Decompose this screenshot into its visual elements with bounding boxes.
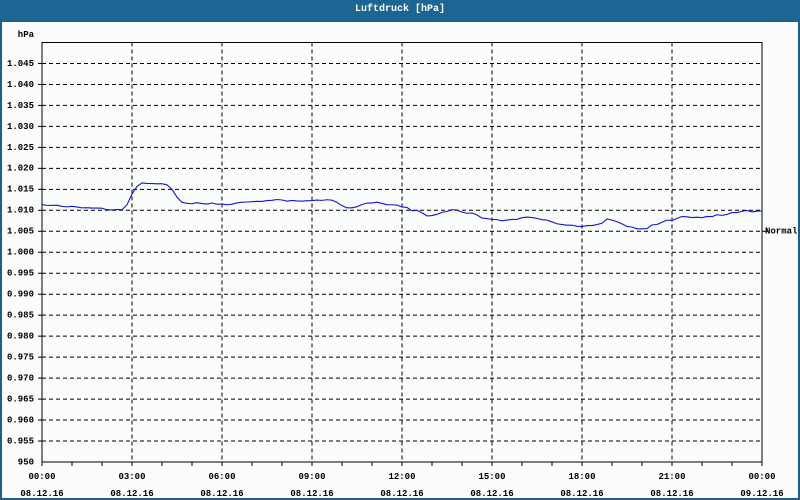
svg-text:hPa: hPa xyxy=(18,30,35,40)
svg-text:1.010: 1.010 xyxy=(7,206,34,216)
svg-text:15:00: 15:00 xyxy=(478,472,505,482)
svg-text:1.020: 1.020 xyxy=(7,164,34,174)
svg-text:0.955: 0.955 xyxy=(7,436,34,446)
svg-text:1.015: 1.015 xyxy=(7,185,34,195)
svg-text:08.12.16: 08.12.16 xyxy=(470,489,513,499)
svg-text:08.12.16: 08.12.16 xyxy=(290,489,333,499)
svg-text:0.985: 0.985 xyxy=(7,311,34,321)
svg-text:08.12.16: 08.12.16 xyxy=(200,489,243,499)
svg-text:0.975: 0.975 xyxy=(7,352,34,362)
svg-text:08.12.16: 08.12.16 xyxy=(20,489,63,499)
svg-text:09:00: 09:00 xyxy=(298,472,325,482)
svg-text:08.12.16: 08.12.16 xyxy=(110,489,153,499)
svg-text:0.970: 0.970 xyxy=(7,373,34,383)
svg-text:0.990: 0.990 xyxy=(7,290,34,300)
svg-text:1.025: 1.025 xyxy=(7,143,34,153)
svg-text:00:00: 00:00 xyxy=(748,472,775,482)
svg-text:1.000: 1.000 xyxy=(7,248,34,258)
svg-text:08.12.16: 08.12.16 xyxy=(380,489,423,499)
svg-text:0.980: 0.980 xyxy=(7,332,34,342)
svg-text:1.040: 1.040 xyxy=(7,80,34,90)
svg-text:08.12.16: 08.12.16 xyxy=(560,489,603,499)
svg-text:00:00: 00:00 xyxy=(28,472,55,482)
svg-text:1.035: 1.035 xyxy=(7,101,34,111)
svg-text:21:00: 21:00 xyxy=(658,472,685,482)
svg-text:1.045: 1.045 xyxy=(7,59,34,69)
svg-text:18:00: 18:00 xyxy=(568,472,595,482)
svg-text:0.995: 0.995 xyxy=(7,269,34,279)
svg-text:03:00: 03:00 xyxy=(118,472,145,482)
svg-text:1.030: 1.030 xyxy=(7,122,34,132)
svg-text:06:00: 06:00 xyxy=(208,472,235,482)
svg-text:12:00: 12:00 xyxy=(388,472,415,482)
svg-text:09.12.16: 09.12.16 xyxy=(740,489,783,499)
svg-text:1.005: 1.005 xyxy=(7,227,34,237)
svg-text:0.960: 0.960 xyxy=(7,415,34,425)
svg-text:950: 950 xyxy=(18,457,34,467)
svg-text:0.965: 0.965 xyxy=(7,394,34,404)
svg-text:Normal: Normal xyxy=(765,227,798,237)
svg-text:08.12.16: 08.12.16 xyxy=(650,489,693,499)
